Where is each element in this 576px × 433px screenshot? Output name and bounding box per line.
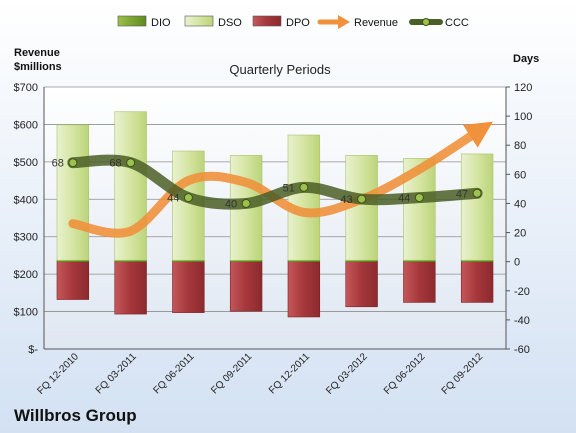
- y-right-tick-label: 60: [514, 169, 526, 181]
- dso-bar: [287, 134, 321, 261]
- ccc-point: [299, 182, 309, 192]
- ccc-point: [183, 193, 193, 203]
- dpo-bar: [56, 261, 90, 300]
- ccc-point: [357, 194, 367, 204]
- y-right-tick-label: 40: [514, 198, 526, 210]
- legend-swatch-dpo: [252, 15, 282, 27]
- ccc-data-label: 43: [340, 194, 352, 206]
- ccc-data-label: 44: [398, 193, 410, 205]
- y-right-tick-label: 100: [514, 111, 532, 123]
- y-right-tick-label: -60: [514, 344, 530, 356]
- ccc-data-label: 44: [167, 193, 179, 205]
- y-right-tick-label: 0: [514, 257, 520, 269]
- legend-label-revenue: Revenue: [354, 17, 398, 29]
- ccc-data-label: 40: [225, 198, 237, 210]
- plot-area: [44, 87, 506, 349]
- dso-bar: [345, 155, 378, 261]
- legend: DIO DSO DPO Revenue CCC: [117, 15, 469, 29]
- dpo-bar: [172, 261, 205, 313]
- y-left-tick-label: $700: [14, 82, 38, 94]
- ccc-point: [126, 158, 136, 168]
- dpo-bar: [287, 261, 321, 318]
- ccc-data-label: 51: [283, 182, 295, 194]
- legend-label-ccc: CCC: [445, 17, 469, 29]
- dpo-bar: [460, 261, 494, 303]
- dpo-bar: [403, 261, 436, 303]
- dpo-bar: [229, 261, 263, 312]
- dpo-bar: [114, 261, 147, 315]
- right-axis-label: Days: [513, 53, 539, 65]
- legend-label-dpo: DPO: [286, 17, 310, 29]
- legend-arrow-revenue: [338, 15, 350, 29]
- y-left-tick-label: $300: [14, 232, 38, 244]
- legend-label-dio: DIO: [151, 17, 171, 29]
- ccc-data-label: 68: [52, 158, 64, 170]
- y-left-tick-label: $100: [14, 307, 38, 319]
- y-left-tick-label: $-: [28, 344, 38, 356]
- dso-bar: [114, 111, 147, 261]
- y-right-tick-label: 80: [514, 140, 526, 152]
- line-series: 68 68 44 40 51 43 44 47: [52, 121, 493, 238]
- y-right-tick-label: -20: [514, 286, 530, 298]
- chart-title: Quarterly Periods: [229, 62, 331, 77]
- ccc-point: [414, 193, 424, 203]
- y-left-tick-label: $600: [14, 119, 38, 131]
- ccc-point: [241, 198, 251, 208]
- dso-bar: [56, 124, 90, 261]
- left-axis-label-line2: $millions: [14, 61, 62, 73]
- legend-swatch-dio: [117, 15, 147, 27]
- ccc-data-label: 68: [109, 158, 121, 170]
- y-right-tick-label: -40: [514, 315, 530, 327]
- ccc-line: [67, 154, 483, 210]
- dpo-bar: [345, 261, 378, 308]
- y-right-tick-label: 20: [514, 228, 526, 240]
- company-name: Willbros Group: [14, 406, 137, 425]
- y-left-tick-label: $400: [14, 194, 38, 206]
- y-left-tick-label: $200: [14, 269, 38, 281]
- dso-bar: [460, 153, 494, 261]
- left-axis-label-line1: Revenue: [14, 47, 60, 59]
- ccc-point: [472, 188, 482, 198]
- legend-label-dso: DSO: [218, 17, 242, 29]
- y-right-tick-label: 120: [514, 82, 532, 94]
- ccc-data-label: 47: [456, 188, 468, 200]
- legend-swatch-dso: [184, 15, 214, 27]
- ccc-point: [68, 158, 78, 168]
- y-left-tick-label: $500: [14, 157, 38, 169]
- legend-marker-ccc: [422, 18, 430, 26]
